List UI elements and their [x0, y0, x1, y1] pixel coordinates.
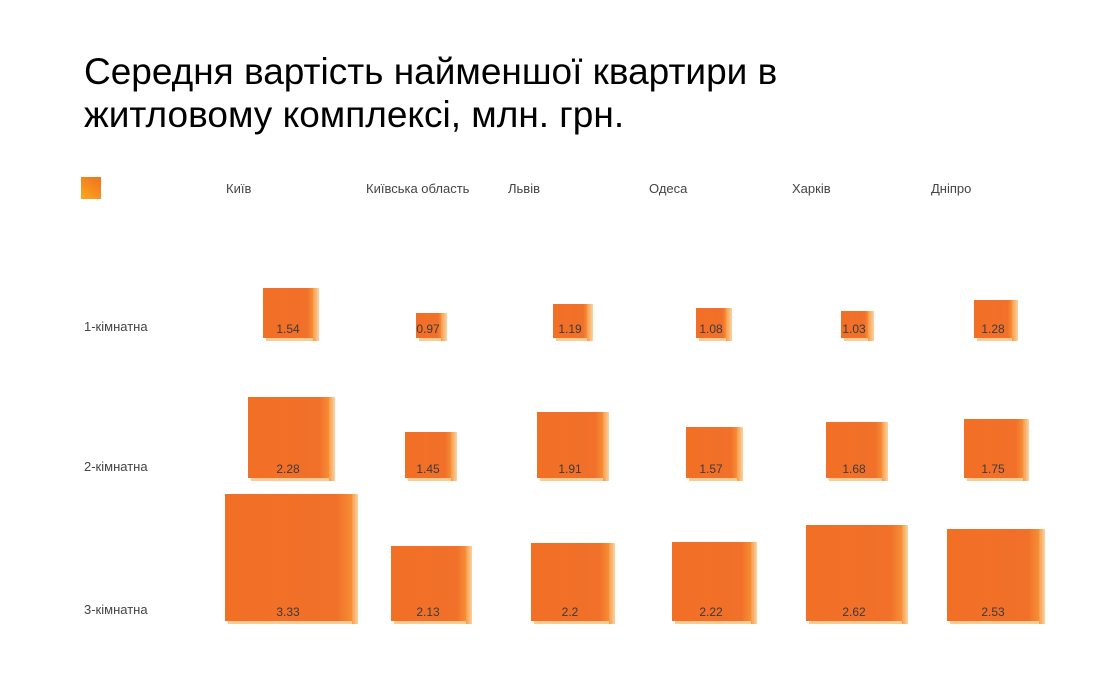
- column-header: Харків: [792, 181, 831, 196]
- data-square-value: 1.68: [842, 462, 866, 476]
- row-label: 3-кімнатна: [84, 602, 148, 617]
- legend-color-chip[interactable]: [81, 177, 101, 199]
- data-square[interactable]: 1.75: [963, 419, 1029, 481]
- data-square-value: 2.13: [416, 605, 440, 619]
- chart-title: Середня вартість найменшої квартири в жи…: [84, 50, 777, 137]
- data-square-value: 1.08: [699, 322, 723, 336]
- data-square[interactable]: 2.53: [947, 529, 1045, 624]
- data-square[interactable]: 1.19: [553, 304, 593, 341]
- data-square-value: 2.28: [276, 462, 300, 476]
- data-square[interactable]: 3.33: [224, 494, 358, 624]
- data-square-value: 1.28: [981, 322, 1005, 336]
- data-square[interactable]: 2.13: [390, 546, 472, 624]
- data-square-value: 1.45: [416, 462, 440, 476]
- column-header: Київ: [226, 181, 252, 196]
- data-square-value: 1.54: [276, 322, 300, 336]
- data-square[interactable]: 1.08: [696, 308, 732, 341]
- column-header: Одеса: [649, 181, 688, 196]
- data-square-value: 2.62: [842, 605, 866, 619]
- data-square[interactable]: 1.91: [537, 412, 609, 481]
- data-square[interactable]: 2.2: [531, 543, 615, 624]
- data-square[interactable]: 2.62: [806, 525, 908, 624]
- data-square-value: 1.03: [842, 322, 866, 336]
- row-label: 1-кімнатна: [84, 319, 148, 334]
- data-square-value: 2.53: [981, 605, 1005, 619]
- chart-title-line-2: житловому комплексі, млн. грн.: [84, 94, 625, 136]
- data-square[interactable]: 1.54: [263, 288, 319, 341]
- data-square-value: 1.91: [558, 462, 582, 476]
- data-square-value: 1.75: [981, 462, 1005, 476]
- data-square[interactable]: 1.28: [974, 300, 1018, 341]
- data-square-value: 2.2: [561, 605, 579, 619]
- data-square[interactable]: 1.45: [405, 432, 457, 481]
- column-header: Львів: [508, 181, 541, 196]
- data-square[interactable]: 1.03: [840, 311, 874, 341]
- chart-title-line-1: Середня вартість найменшої квартири в: [84, 51, 778, 92]
- data-square[interactable]: 2.28: [247, 397, 335, 481]
- data-square-value: 1.19: [558, 322, 582, 336]
- data-square[interactable]: 1.57: [685, 427, 743, 481]
- row-label: 2-кімнатна: [84, 459, 148, 474]
- data-square-value: 1.57: [699, 462, 723, 476]
- data-square[interactable]: 1.68: [826, 422, 888, 481]
- data-square-value: 2.22: [699, 605, 723, 619]
- column-header: Дніпро: [931, 181, 972, 196]
- data-square[interactable]: 0.97: [415, 313, 447, 341]
- data-square[interactable]: 2.22: [671, 542, 757, 624]
- data-square-value: 0.97: [416, 322, 440, 336]
- column-header: Київська область: [366, 181, 470, 196]
- data-square-value: 3.33: [276, 605, 300, 619]
